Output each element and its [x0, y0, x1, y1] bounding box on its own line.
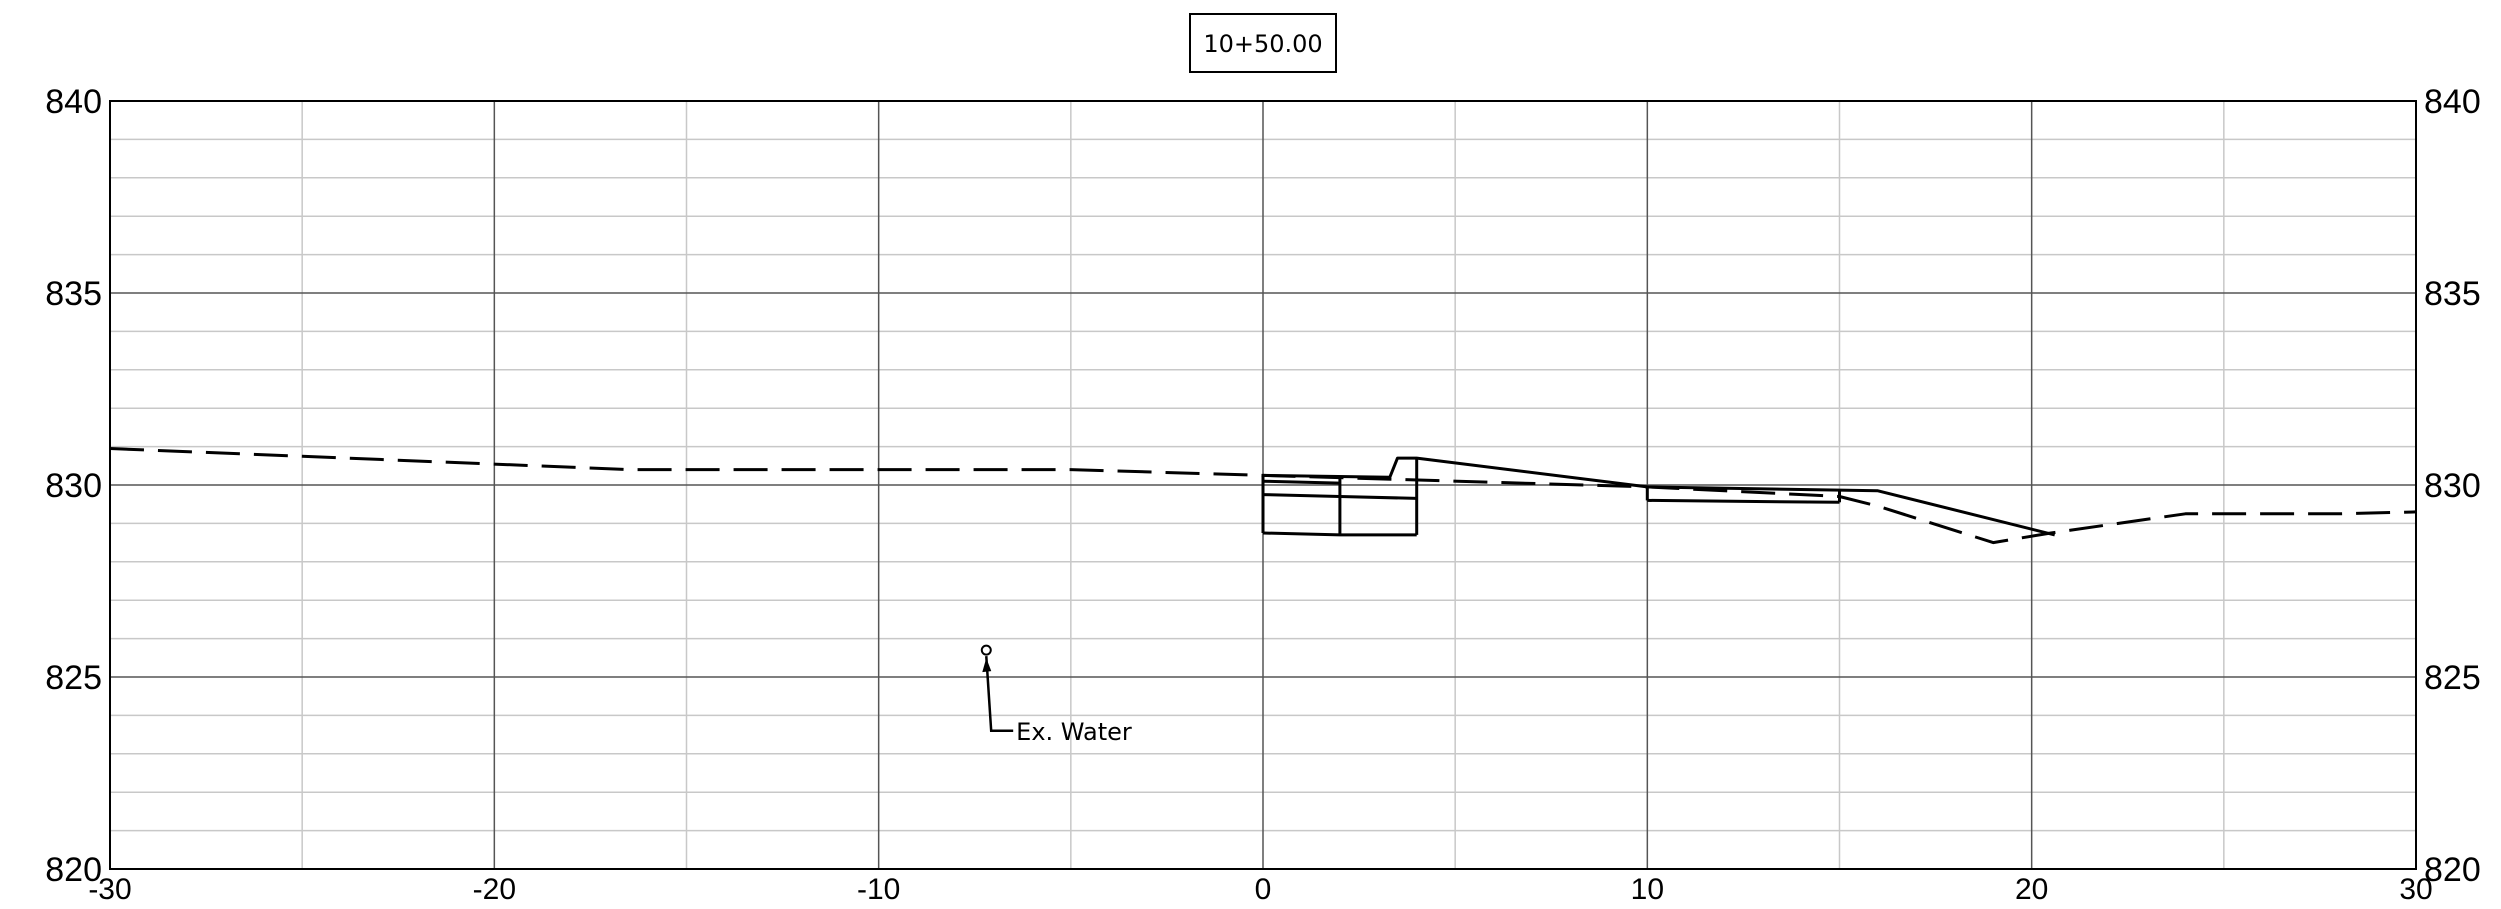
- existing-ground-line: [109, 447, 2417, 545]
- x-tick-label: -30: [88, 873, 131, 906]
- water-marker: [980, 644, 992, 656]
- proposed-section-line: [1262, 479, 1340, 485]
- y-tick-label-right: 830: [2424, 467, 2481, 505]
- y-tick-label-left: 835: [45, 275, 102, 313]
- x-tick-label: 20: [2015, 873, 2048, 906]
- y-tick-label-right: 840: [2424, 83, 2481, 121]
- station-label-box: 10+50.00: [1189, 13, 1337, 73]
- x-tick-label: -10: [857, 873, 900, 906]
- y-tick-label-right: 825: [2424, 659, 2481, 697]
- annotation-leader: [985, 656, 1014, 733]
- x-tick-label: -20: [473, 873, 516, 906]
- y-tick-label-left: 820: [45, 851, 102, 889]
- annotations: Ex. Water: [980, 644, 1132, 746]
- y-tick-label-left: 840: [45, 83, 102, 121]
- y-tick-label-left: 825: [45, 659, 102, 697]
- x-tick-label: 30: [2399, 873, 2432, 906]
- y-tick-label-left: 830: [45, 467, 102, 505]
- annotation-label: Ex. Water: [1016, 718, 1132, 746]
- annotation-arrowhead: [982, 658, 992, 673]
- profile-lines: [109, 447, 2417, 545]
- plot-frame: [109, 100, 2417, 870]
- proposed-section-line: [1647, 498, 1840, 504]
- y-tick-label-right: 835: [2424, 275, 2481, 313]
- y-tick-label-right: 820: [2424, 851, 2481, 889]
- x-tick-label: 10: [1631, 873, 1664, 906]
- x-tick-label: 0: [1255, 873, 1272, 906]
- station-label: 10+50.00: [1203, 30, 1322, 58]
- tick-labels: 820 820 825 825 830 830 835 835 840 840 -30 -20 -10 0…: [45, 83, 2480, 906]
- station-label-frame: [1189, 13, 1337, 73]
